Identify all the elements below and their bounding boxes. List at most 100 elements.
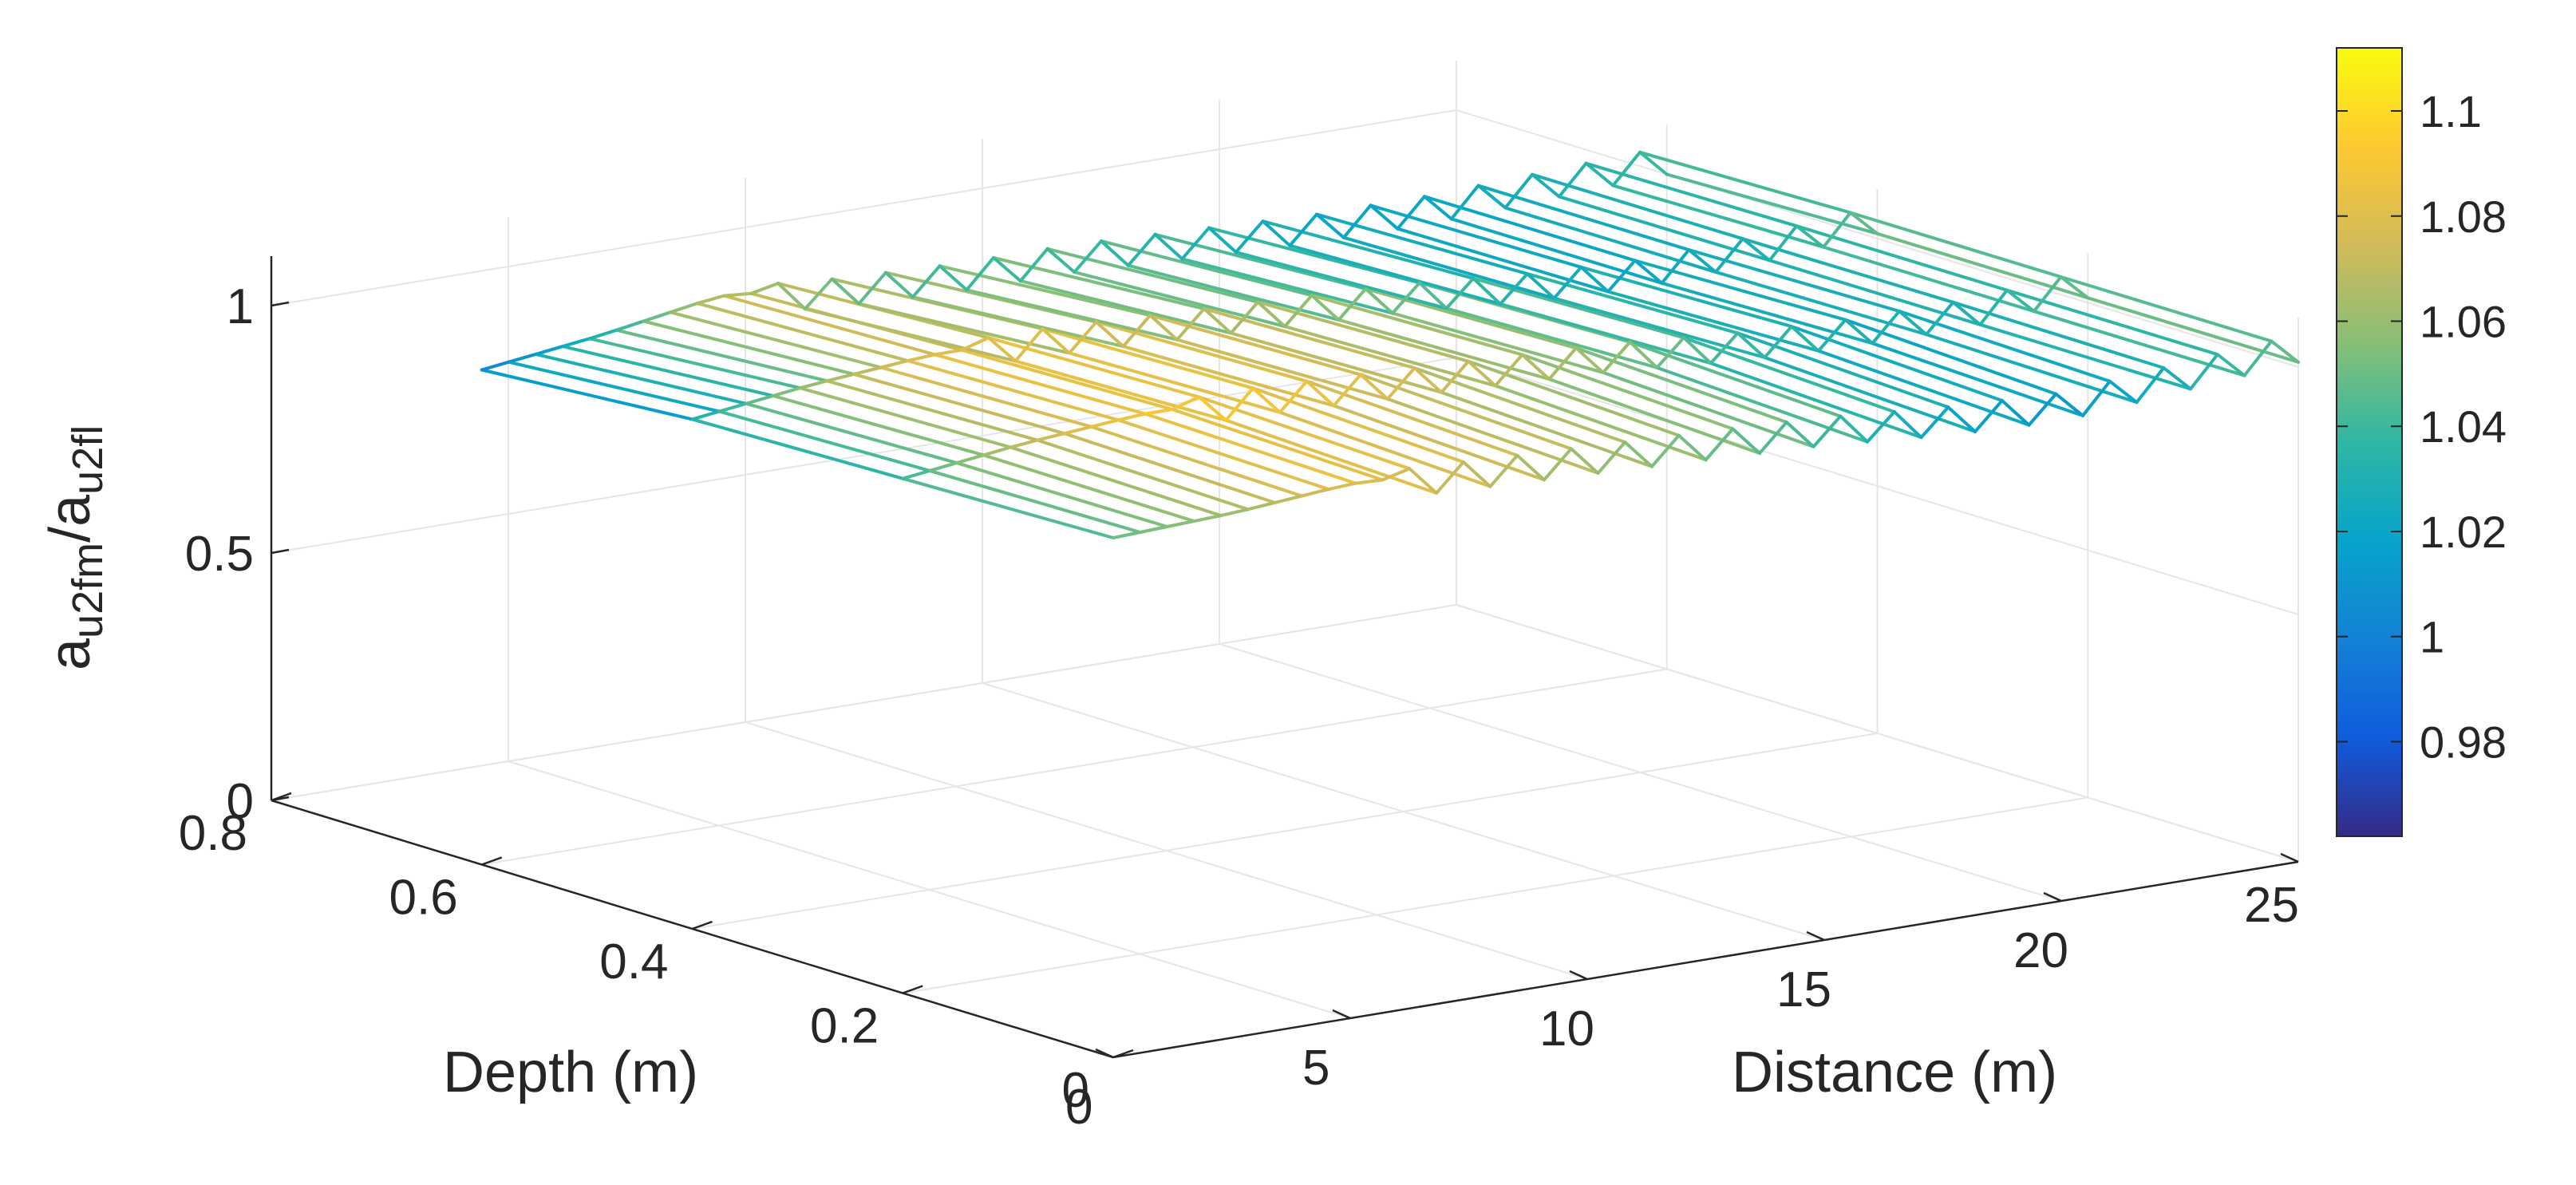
mesh-line-along	[695, 294, 726, 306]
mesh-line-along	[1300, 488, 1330, 498]
mesh-line-along	[2027, 392, 2058, 427]
mesh-line-along	[1611, 150, 1642, 188]
mesh-line-across	[1062, 432, 1277, 504]
y-tick-label: 0	[1062, 1063, 1089, 1118]
mesh-line-along	[1278, 379, 1309, 414]
mesh-line-across	[1256, 300, 1470, 363]
mesh-line-along	[776, 282, 807, 311]
colorbar-tick-label: 1.08	[2420, 192, 2507, 242]
mesh-line-along	[1337, 286, 1368, 322]
mesh-line-along	[1013, 327, 1045, 363]
mesh-line-across	[1557, 195, 1772, 263]
mesh-line-across	[928, 468, 1142, 534]
x-tick-label: 5	[1302, 1041, 1329, 1096]
tick-mark	[1806, 930, 1825, 942]
y-axis-label: Depth (m)	[443, 1041, 698, 1104]
mesh-line-across	[1148, 314, 1362, 377]
mesh-line-along	[1417, 281, 1448, 310]
mesh-line-along	[798, 379, 829, 390]
tick-mark	[1112, 1049, 1134, 1059]
mesh-line-along	[669, 302, 699, 314]
mesh-line-along	[1224, 386, 1254, 422]
mesh-line-along	[1525, 272, 1556, 300]
mesh-line-across	[857, 302, 1071, 355]
mesh-line-along	[1499, 272, 1529, 306]
tick-mark	[1569, 970, 1588, 981]
mesh-line-along	[561, 337, 591, 349]
mesh-line-along	[1552, 265, 1583, 300]
mesh-line-along	[1440, 359, 1470, 394]
mesh-line-along	[1714, 237, 1744, 274]
mesh-line-across	[2005, 288, 2219, 357]
mesh-line-along	[1121, 314, 1152, 349]
mesh-line-along	[1364, 286, 1394, 315]
mesh-line-across	[1337, 318, 1551, 381]
mesh-line-along	[745, 394, 775, 405]
x-tick-label: 10	[1539, 1001, 1594, 1057]
mesh-line-along	[830, 277, 861, 306]
mesh-line-across	[722, 294, 937, 357]
mesh-line-along	[1584, 161, 1615, 188]
mesh-line-along	[1596, 440, 1627, 475]
mesh-line-across	[852, 372, 1066, 436]
mesh-line-across	[1709, 361, 1923, 440]
mesh-line-across	[965, 288, 1179, 342]
mesh-line-along	[1579, 265, 1610, 294]
y-tick-label: 0.4	[599, 934, 668, 989]
mesh-line-along	[1391, 281, 1421, 315]
mesh-line-along	[1408, 467, 1438, 495]
mesh-line-along	[1731, 427, 1761, 455]
mesh-line-along	[1704, 427, 1735, 462]
mesh-line-along	[1315, 212, 1345, 239]
mesh-line-across	[614, 328, 829, 383]
mesh-line-across	[1121, 345, 1336, 408]
mesh-line-along	[879, 359, 910, 369]
mesh-line-along	[1919, 405, 1950, 440]
mesh-line-across	[1574, 346, 1788, 425]
mesh-line-along	[1444, 276, 1476, 310]
x-tick-label: 20	[2013, 923, 2068, 978]
mesh-line-along	[1946, 405, 1977, 433]
mesh-line-across	[1126, 263, 1341, 322]
mesh-line-along	[1650, 433, 1681, 468]
mesh-line-along	[1569, 447, 1600, 475]
colorbar-tick-label: 1.04	[2420, 401, 2507, 452]
mesh-line-across	[1207, 226, 1421, 285]
mesh-line-across	[1341, 235, 1556, 300]
mesh-line-across	[1440, 390, 1653, 468]
mesh-line-along	[2189, 353, 2219, 391]
mesh-line-along	[1784, 421, 1815, 448]
mesh-line-along	[1924, 300, 1955, 337]
mesh-line-across	[1628, 340, 1843, 418]
mesh-line-along	[1763, 325, 1793, 359]
mesh-line-across	[1606, 290, 1820, 353]
mesh-line-along	[1385, 366, 1416, 401]
grid-line-y-floor	[481, 668, 1667, 866]
mesh-line-across	[1359, 373, 1573, 451]
axes-grid	[271, 61, 2299, 1058]
mesh-line-along	[1094, 320, 1125, 349]
mesh-line-across	[1848, 211, 2063, 278]
mesh-line-across	[1224, 418, 1438, 495]
mesh-line-across	[982, 453, 1196, 523]
grid-line-z-back	[271, 357, 1457, 554]
mesh-line-along	[1623, 440, 1653, 468]
x-tick-label: 0	[1065, 1080, 1092, 1135]
mesh-line-across	[1202, 306, 1416, 370]
mesh-line-across	[1790, 325, 2004, 402]
mesh-line-across	[1013, 359, 1228, 422]
mesh-line-along	[1951, 300, 1982, 326]
mesh-line-along	[1207, 226, 1238, 254]
tick-mark	[902, 985, 923, 994]
mesh-line-along	[1369, 203, 1400, 231]
mesh-line-along	[1677, 433, 1708, 462]
mesh-line-along	[1423, 195, 1453, 221]
tick-mark	[692, 920, 713, 930]
z-axis-ticks: 00.51	[185, 279, 290, 829]
mesh-line-across	[1736, 331, 1950, 409]
mesh-line-along	[2215, 353, 2246, 377]
mesh-line-across	[1579, 265, 1793, 329]
mesh-line-across	[669, 310, 883, 369]
surface-mesh	[480, 150, 2300, 539]
mesh-line-across	[1412, 366, 1627, 444]
